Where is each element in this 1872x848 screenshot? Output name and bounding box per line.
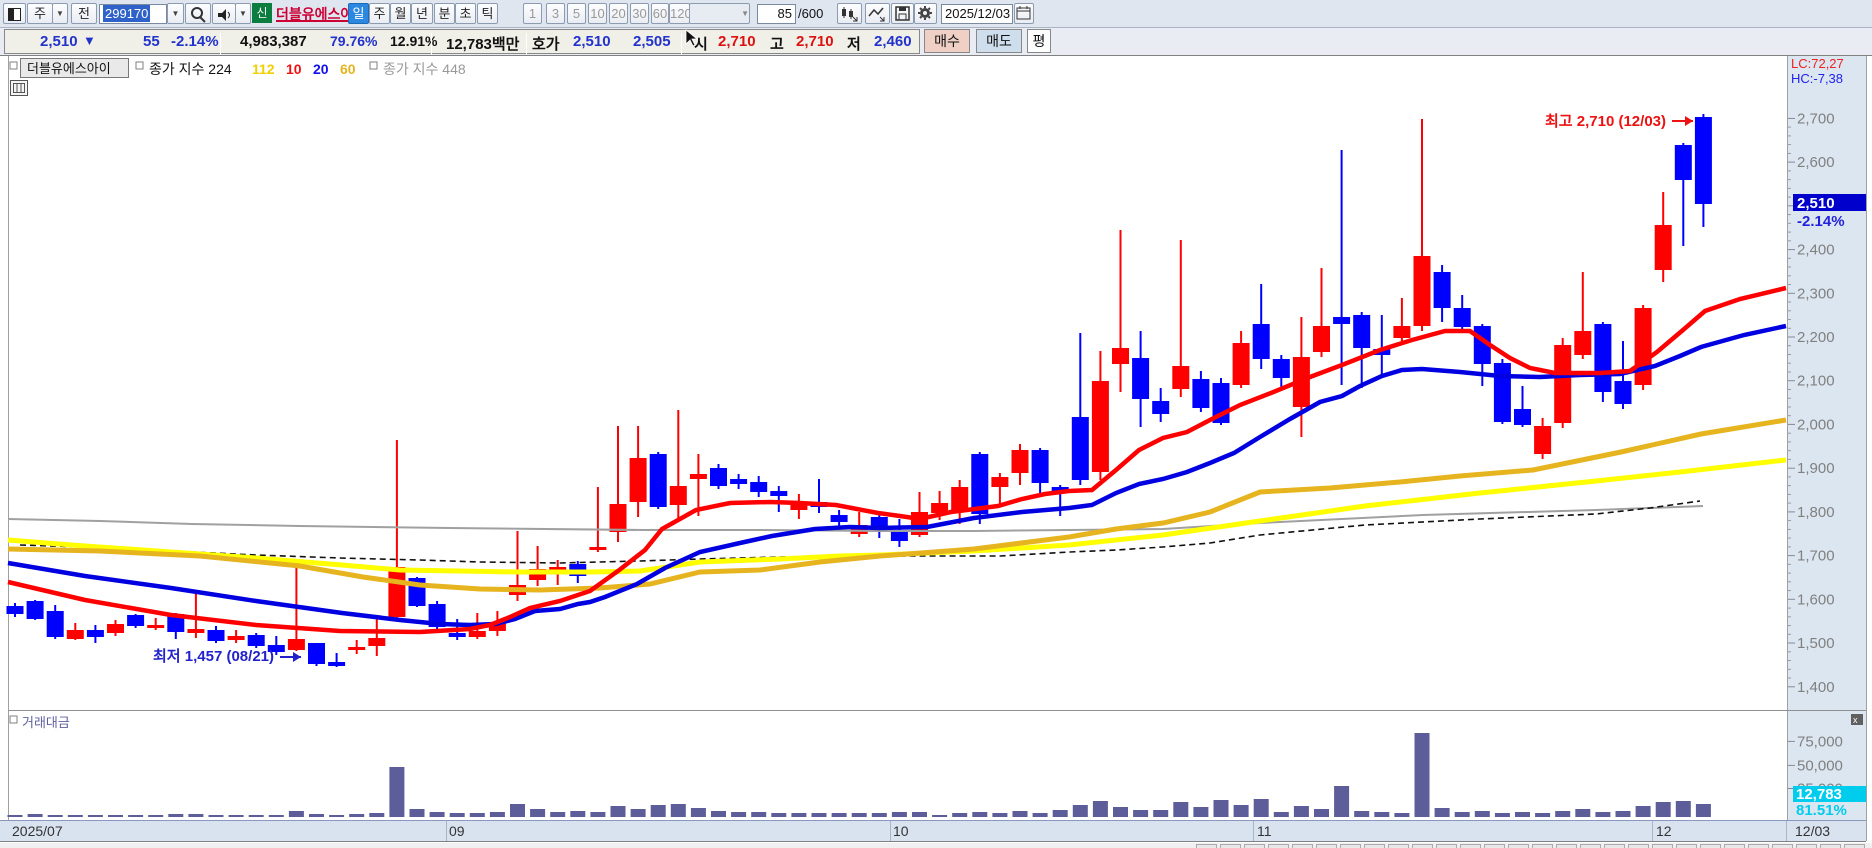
svg-text:1,400: 1,400	[1797, 679, 1835, 696]
svg-text:2,510: 2,510	[1797, 195, 1835, 212]
svg-text:10: 10	[286, 61, 302, 77]
svg-text:1,900: 1,900	[1797, 460, 1835, 477]
svg-text:LC:72,27: LC:72,27	[1791, 56, 1844, 71]
svg-text:종가 지수 224: 종가 지수 224	[149, 61, 232, 77]
svg-text:2,300: 2,300	[1797, 285, 1835, 302]
svg-text:-2.14%: -2.14%	[1797, 213, 1845, 230]
svg-text:81.51%: 81.51%	[1796, 802, 1847, 819]
svg-text:더블유에스아이: 더블유에스아이	[27, 61, 111, 76]
svg-text:2,200: 2,200	[1797, 329, 1835, 346]
svg-text:12,783: 12,783	[1796, 786, 1842, 803]
svg-text:1,500: 1,500	[1797, 635, 1835, 652]
svg-text:종가 지수 448: 종가 지수 448	[383, 61, 466, 77]
svg-text:75,000: 75,000	[1797, 733, 1843, 750]
svg-text:2,100: 2,100	[1797, 373, 1835, 390]
svg-text:1,700: 1,700	[1797, 548, 1835, 565]
svg-text:11: 11	[1257, 823, 1272, 839]
svg-text:1,600: 1,600	[1797, 591, 1835, 608]
svg-text:60: 60	[340, 61, 356, 77]
svg-text:09: 09	[449, 823, 465, 839]
svg-text:최저 1,457 (08/21): 최저 1,457 (08/21)	[153, 647, 274, 665]
svg-text:50,000: 50,000	[1797, 757, 1843, 774]
svg-text:HC:-7,38: HC:-7,38	[1791, 71, 1843, 86]
svg-text:거래대금: 거래대금	[22, 715, 70, 730]
svg-text:2,400: 2,400	[1797, 242, 1835, 259]
svg-text:12/03: 12/03	[1795, 823, 1830, 839]
svg-text:20: 20	[313, 61, 329, 77]
svg-text:1,800: 1,800	[1797, 504, 1835, 521]
svg-text:최고 2,710 (12/03): 최고 2,710 (12/03)	[1545, 112, 1666, 130]
svg-text:112: 112	[252, 61, 275, 77]
svg-text:x: x	[1853, 715, 1858, 725]
svg-text:2,000: 2,000	[1797, 416, 1835, 433]
svg-text:10: 10	[893, 823, 909, 839]
svg-text:12: 12	[1656, 823, 1672, 839]
svg-text:2025/07: 2025/07	[12, 823, 63, 839]
svg-text:2,600: 2,600	[1797, 154, 1835, 171]
svg-text:2,700: 2,700	[1797, 110, 1835, 127]
